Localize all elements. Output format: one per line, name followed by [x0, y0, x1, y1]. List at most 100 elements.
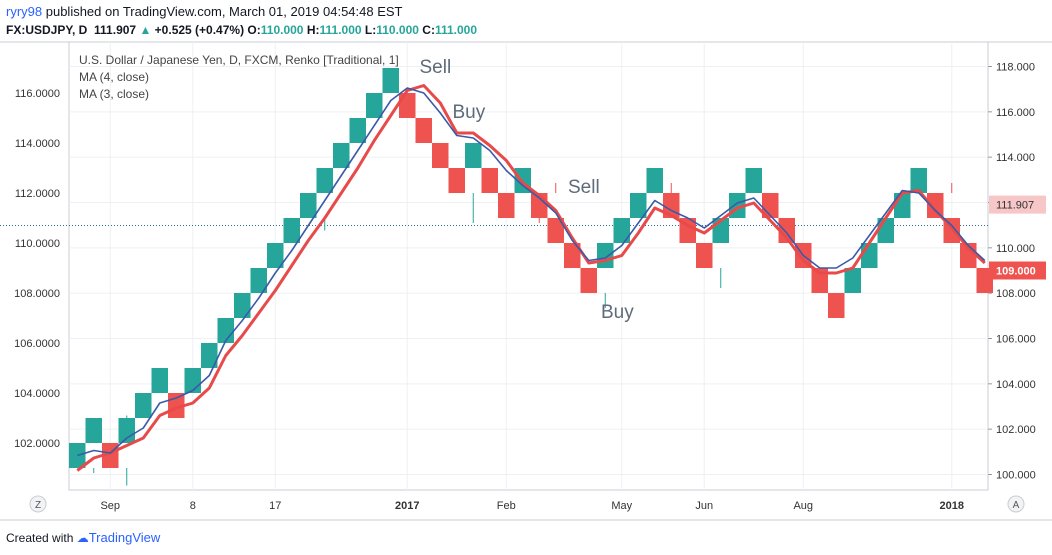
- renko-bricks: [69, 68, 993, 468]
- moving-averages: [76, 84, 986, 472]
- renko-brick: [778, 218, 795, 243]
- renko-brick: [465, 143, 482, 168]
- trade-annotation: Buy: [601, 302, 634, 323]
- right-price-tick: 116.000: [996, 107, 1035, 119]
- ma4-line: [76, 84, 986, 472]
- renko-brick: [316, 168, 333, 193]
- time-label: 2017: [395, 500, 419, 512]
- right-price-tick: 100.000: [996, 470, 1036, 482]
- last-price-badge: [989, 195, 1046, 214]
- renko-brick: [696, 243, 713, 268]
- renko-brick: [844, 268, 861, 293]
- renko-brick: [333, 143, 350, 168]
- renko-brick: [300, 193, 317, 218]
- left-price-tick: 106.0000: [14, 338, 60, 350]
- time-label: Sep: [100, 500, 120, 512]
- right-price-tick: 108.000: [996, 288, 1036, 300]
- time-label: Aug: [793, 500, 813, 512]
- bottom-price-badge: [989, 261, 1046, 280]
- renko-brick: [201, 343, 218, 368]
- renko-brick: [118, 418, 135, 443]
- renko-brick: [828, 293, 845, 318]
- renko-brick: [151, 368, 168, 393]
- renko-brick: [432, 143, 449, 168]
- renko-brick: [267, 243, 284, 268]
- time-label: 8: [190, 500, 196, 512]
- left-price-tick: 104.0000: [14, 388, 60, 400]
- right-price-tick: 110.000: [996, 243, 1035, 255]
- up-arrow-icon: ▲: [139, 23, 152, 37]
- renko-brick: [184, 368, 201, 393]
- renko-brick: [498, 193, 515, 218]
- right-price-tick: 106.000: [996, 333, 1036, 345]
- time-label: May: [611, 500, 632, 512]
- right-price-tick: 104.000: [996, 379, 1036, 391]
- renko-brick: [217, 318, 234, 343]
- renko-brick: [481, 168, 498, 193]
- right-price-axis: 100.000 102.000 104.000 106.000 108.000 110.0…: [988, 61, 1046, 482]
- z-button[interactable]: [29, 495, 47, 513]
- z-button-label: Z: [35, 500, 41, 511]
- renko-brick: [547, 218, 564, 243]
- left-price-tick: 110.0000: [15, 238, 60, 250]
- low-value: 110.000: [376, 23, 419, 37]
- renko-brick: [646, 168, 663, 193]
- renko-brick: [234, 293, 251, 318]
- time-label: Feb: [497, 500, 516, 512]
- right-price-tick: 102.000: [996, 424, 1036, 436]
- a-button-label: A: [1013, 500, 1020, 511]
- renko-brick: [349, 118, 366, 143]
- ma3-line: [77, 87, 986, 457]
- symbol: FX:USDJPY, D: [6, 23, 88, 37]
- tradingview-logo-icon: ☁: [76, 531, 89, 545]
- right-price-tick: 118.000: [996, 61, 1035, 73]
- scale-buttons: Z A: [29, 495, 1025, 513]
- price-change: +0.525 (+0.47%): [154, 23, 245, 37]
- open-label: O:: [247, 23, 261, 37]
- footer: Created with ☁TradingView: [6, 530, 160, 545]
- tradingview-brand[interactable]: TradingView: [88, 530, 161, 545]
- right-price-tick: 114.000: [996, 152, 1035, 164]
- low-label: L:: [364, 23, 377, 37]
- left-price-tick: 112.0000: [15, 188, 60, 200]
- left-price-tick: 102.0000: [14, 438, 60, 450]
- created-with: Created with: [6, 531, 74, 545]
- renko-brick: [580, 268, 597, 293]
- last-price: 111.907: [94, 23, 137, 37]
- open-value: 110.000: [260, 23, 304, 37]
- renko-brick: [910, 168, 927, 193]
- chart-legend: U.S. Dollar / Japanese Yen, D, FXCM, Ren…: [79, 53, 399, 101]
- renko-brick: [366, 93, 383, 118]
- left-price-tick: 114.0000: [15, 138, 60, 150]
- renko-brick: [894, 193, 911, 218]
- username[interactable]: ryry98: [6, 4, 43, 19]
- renko-brick: [861, 243, 878, 268]
- renko-brick: [85, 418, 102, 443]
- renko-brick: [745, 168, 762, 193]
- bottom-price-badge-label: 109.000: [996, 265, 1036, 277]
- renko-brick: [415, 118, 432, 143]
- renko-brick: [597, 243, 614, 268]
- trade-annotation: Buy: [453, 102, 486, 123]
- renko-brick: [564, 243, 581, 268]
- a-button[interactable]: [1007, 495, 1025, 513]
- trade-annotation: Sell: [568, 177, 600, 198]
- renko-brick: [283, 218, 300, 243]
- time-label: 2018: [940, 500, 964, 512]
- renko-brick: [448, 168, 465, 193]
- annotations: Sell Buy Sell Buy: [420, 57, 635, 323]
- last-price-badge-label: 111.907: [996, 200, 1034, 212]
- trade-annotation: Sell: [420, 57, 452, 78]
- high-label: H:: [306, 23, 320, 37]
- renko-brick: [976, 268, 993, 293]
- plot-frame: [68, 41, 989, 491]
- legend-ma3: MA (3, close): [79, 87, 149, 101]
- left-price-tick: 108.0000: [14, 288, 60, 300]
- high-value: 111.000: [319, 23, 362, 37]
- renko-brick: [69, 443, 86, 468]
- renko-brick: [927, 193, 944, 218]
- time-axis: Sep 8 17 2017 Feb May Jun Aug 2018: [100, 500, 964, 512]
- renko-brick: [250, 268, 267, 293]
- legend-ma4: MA (4, close): [79, 70, 149, 84]
